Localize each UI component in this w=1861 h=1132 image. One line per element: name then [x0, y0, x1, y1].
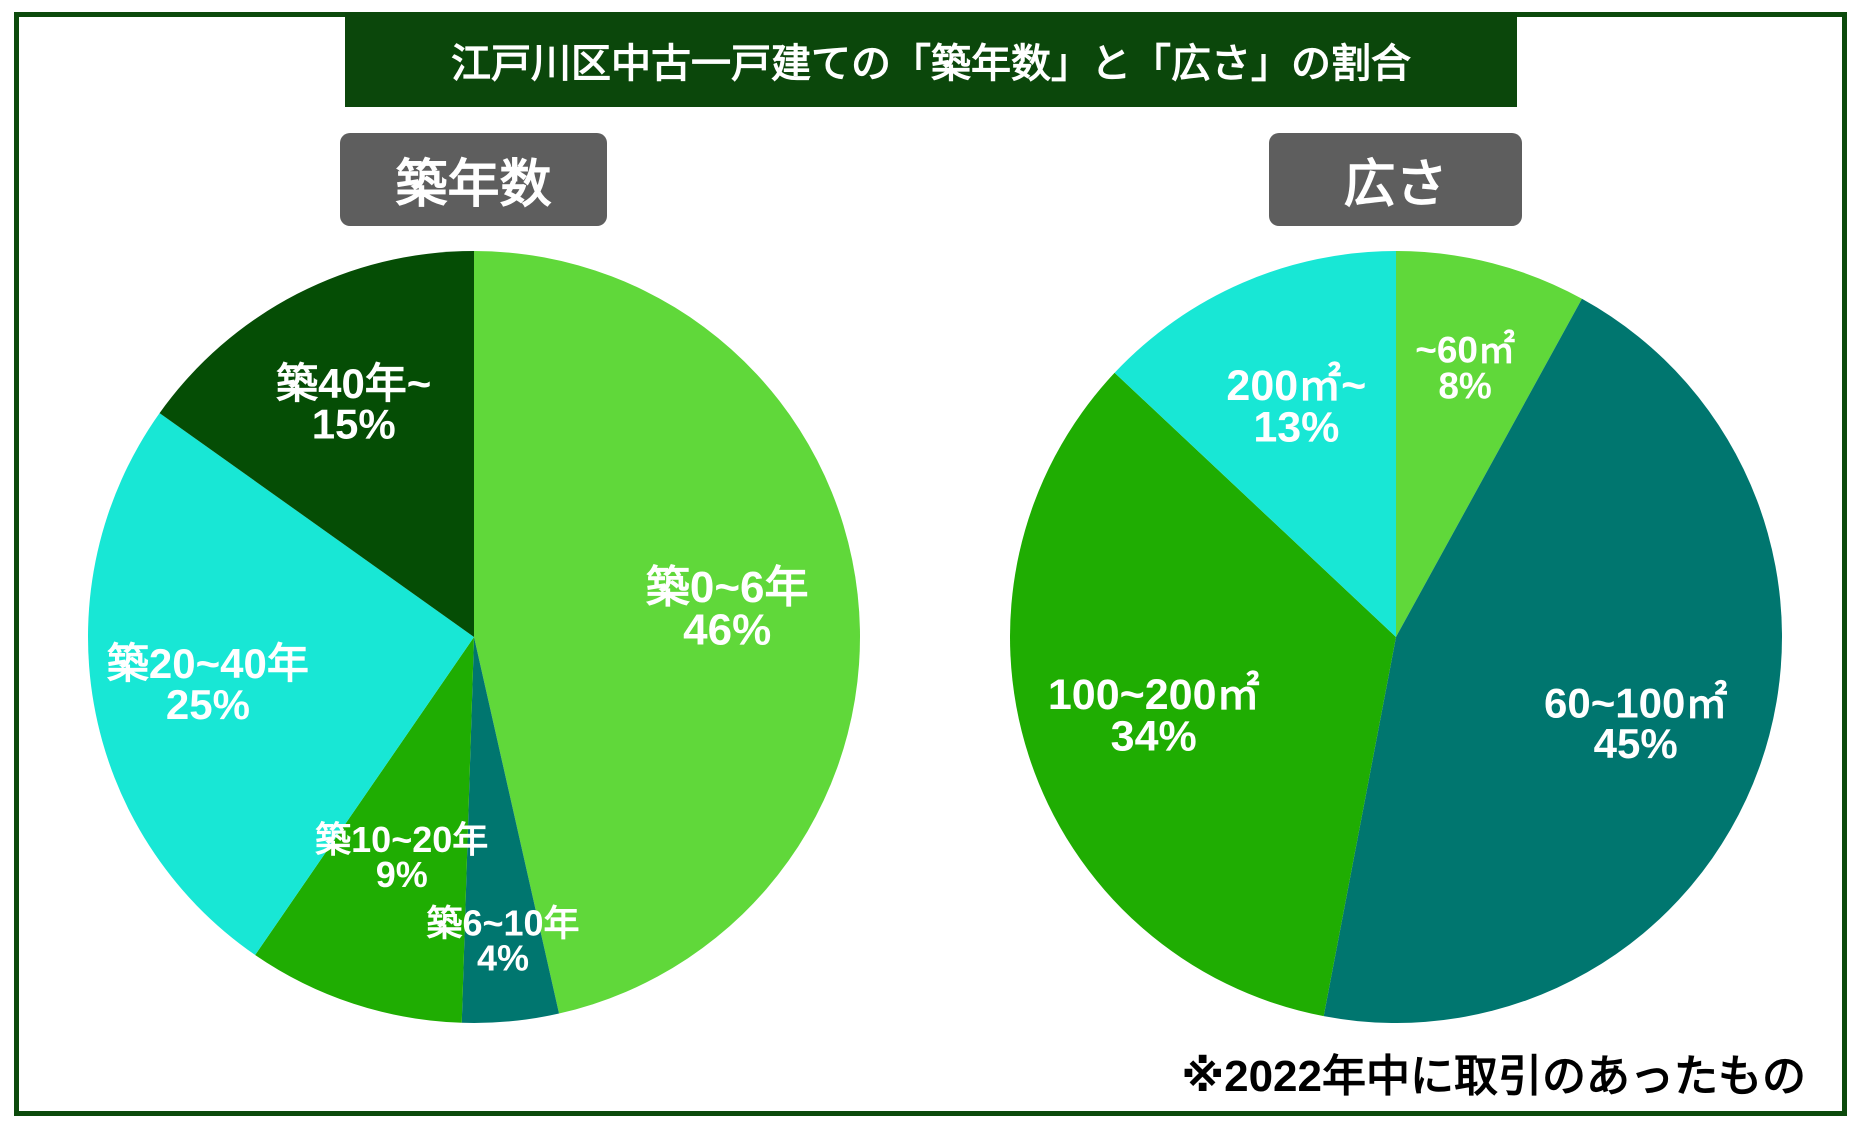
building-age-chart-title-box: 築年数	[340, 133, 607, 226]
building-age-slice-0-value-label: 46%	[683, 606, 771, 655]
footnote: ※2022年中に取引のあったもの	[1181, 1052, 1806, 1101]
building-age-chart-title: 築年数	[395, 156, 552, 214]
building-age-slice-0-category-label: 築0~6年	[646, 563, 809, 612]
building-age-slice-2-value-label: 9%	[376, 854, 428, 895]
floor-area-chart-title: 広さ	[1343, 156, 1448, 214]
building-age-slice-4-category-label: 築40年~	[276, 360, 431, 407]
building-age-slice-1-value-label: 4%	[477, 938, 529, 979]
floor-area-slice-3	[1114, 251, 1396, 637]
floor-area-slice-3-category-label: 200㎡~	[1226, 361, 1366, 410]
title-bar: 江戸川区中古一戸建ての「築年数」と「広さ」の割合	[345, 12, 1517, 107]
floor-area-chart-title-box: 広さ	[1269, 133, 1522, 226]
building-age-slice-4-value-label: 15%	[312, 401, 396, 448]
building-age-slice-2-category-label: 築10~20年	[315, 819, 488, 860]
floor-area-slice-0	[1396, 251, 1582, 637]
building-age-slice-0	[474, 251, 860, 1014]
floor-area-pie-slices	[1009, 251, 1782, 1023]
building-age-slice-2	[255, 637, 474, 1023]
building-age-pie-slices	[88, 250, 860, 1023]
floor-area-slice-3-value-label: 13%	[1253, 404, 1339, 452]
floor-area-slice-1-category-label: 60~100㎡	[1544, 679, 1727, 726]
floor-area-slice-0-value-label: 8%	[1438, 365, 1491, 406]
floor-area-slice-2-category-label: 100~200㎡	[1048, 670, 1260, 719]
building-age-slice-3-value-label: 25%	[166, 681, 250, 728]
floor-area-slice-0-category-label: ~60㎡	[1415, 328, 1515, 370]
floor-area-slice-2	[1009, 372, 1396, 1017]
building-age-slice-4	[159, 250, 475, 637]
floor-area-slice-1	[1323, 298, 1782, 1023]
building-age-slice-3	[88, 413, 474, 955]
floor-area-slice-1-value-label: 45%	[1594, 720, 1678, 767]
building-age-slice-1	[461, 637, 560, 1023]
building-age-slice-3-category-label: 築20~40年	[107, 640, 309, 687]
page-title: 江戸川区中古一戸建ての「築年数」と「広さ」の割合	[451, 41, 1411, 86]
floor-area-slice-2-value-label: 34%	[1111, 713, 1197, 761]
building-age-slice-1-category-label: 築6~10年	[426, 903, 579, 944]
